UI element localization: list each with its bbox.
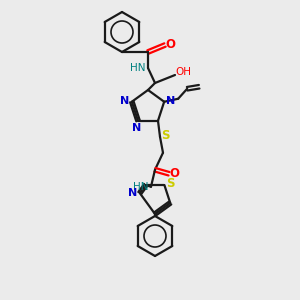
- Text: O: O: [169, 167, 179, 180]
- Text: S: S: [166, 177, 175, 190]
- Text: S: S: [161, 129, 169, 142]
- Text: N: N: [166, 96, 175, 106]
- Text: HN: HN: [133, 182, 149, 192]
- Text: HN: HN: [130, 63, 146, 73]
- Text: N: N: [132, 123, 142, 133]
- Text: N: N: [128, 188, 137, 198]
- Text: OH: OH: [175, 67, 191, 77]
- Text: O: O: [165, 38, 175, 50]
- Text: N: N: [120, 96, 130, 106]
